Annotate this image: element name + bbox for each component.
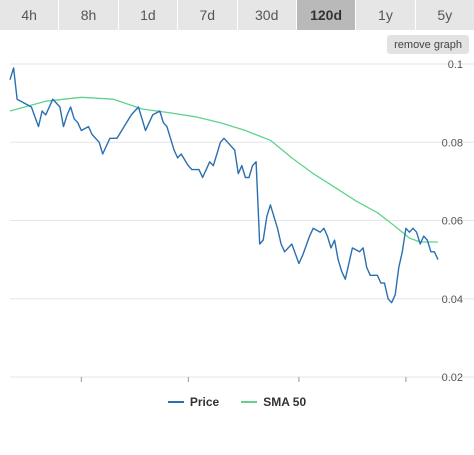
tab-1y[interactable]: 1y <box>356 0 416 30</box>
legend-swatch <box>167 401 184 403</box>
series-lines <box>9 67 439 304</box>
price-chart: 0.1 0.08 0.06 0.04 0.02 Sep '25Oct '25Nov '2… <box>9 59 474 384</box>
chart-legend: Price SMA 50 <box>0 392 474 412</box>
x-axis-labels: Sep '25Oct '25Nov '25Dec '25 <box>80 377 407 382</box>
y-axis-labels: 0.1 0.08 0.06 0.04 0.02 <box>442 59 463 384</box>
grid-lines <box>10 63 474 378</box>
remove-graph-button[interactable]: remove graph <box>387 35 469 54</box>
legend-label: SMA 50 <box>263 395 307 409</box>
tab-8h[interactable]: 8h <box>59 0 119 30</box>
y-tick-label: 0.1 <box>448 59 463 71</box>
tab-120d[interactable]: 120d <box>296 0 357 30</box>
legend-swatch <box>241 401 258 403</box>
sma-50-line <box>9 96 438 243</box>
tab-7d[interactable]: 7d <box>178 0 238 30</box>
price-line <box>9 67 439 304</box>
tab-5y[interactable]: 5y <box>415 0 474 30</box>
tab-1d[interactable]: 1d <box>118 0 179 30</box>
legend-item-price[interactable]: Price <box>167 395 220 409</box>
y-tick-label: 0.04 <box>442 294 463 306</box>
timeframe-tabs: 4h 8h 1d 7d 30d 120d 1y 5y <box>0 0 474 30</box>
tab-30d[interactable]: 30d <box>237 0 297 30</box>
tab-4h[interactable]: 4h <box>0 0 60 30</box>
y-tick-label: 0.08 <box>442 137 463 149</box>
y-tick-label: 0.06 <box>442 216 463 228</box>
y-tick-label: 0.02 <box>442 372 463 384</box>
legend-label: Price <box>189 395 220 409</box>
legend-item-sma-50[interactable]: SMA 50 <box>241 395 306 409</box>
